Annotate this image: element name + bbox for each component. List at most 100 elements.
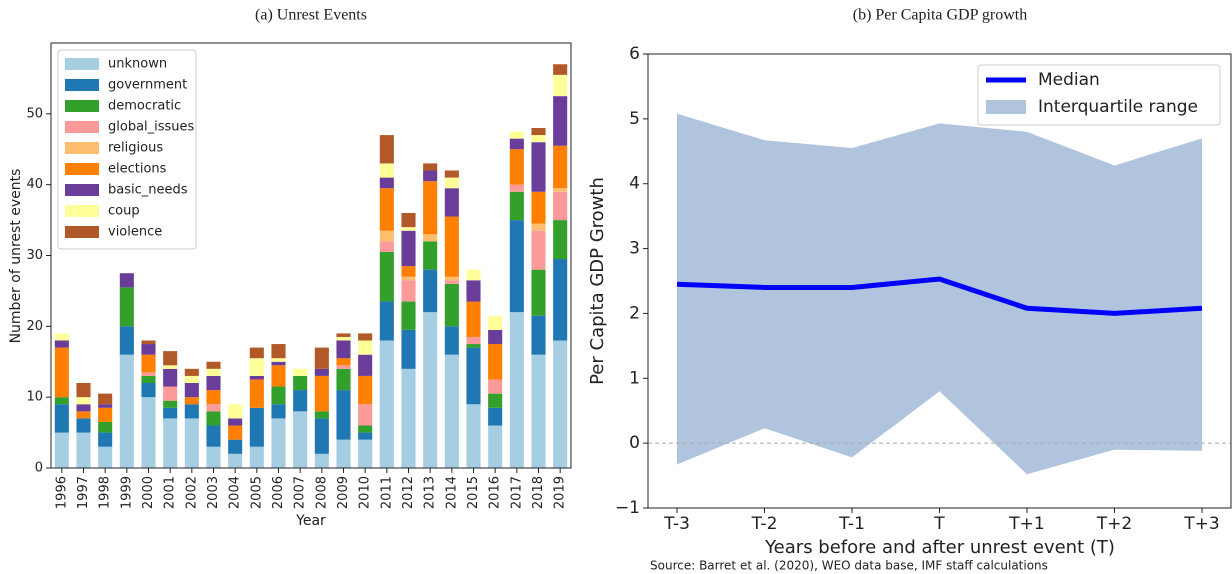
legend-label: basic_needs — [108, 183, 188, 198]
y-tick-label: 0 — [629, 433, 640, 453]
legend-swatch — [986, 100, 1026, 114]
bar-segment — [444, 188, 459, 217]
bar-segment — [336, 358, 351, 366]
bar-segment — [358, 432, 373, 440]
chart-title: (b) Per Capita GDP growth — [853, 7, 1028, 24]
bar-segment — [488, 425, 503, 468]
bar-segment — [401, 368, 416, 468]
bar-segment — [531, 230, 546, 270]
bar-segment — [119, 287, 134, 327]
bar-segment — [444, 354, 459, 468]
legend-swatch — [65, 79, 99, 91]
bar-segment — [249, 446, 264, 468]
x-tick-label: T+1 — [1008, 514, 1044, 534]
bar-segment — [466, 344, 481, 348]
bar-segment — [401, 230, 416, 267]
bar-segment — [271, 361, 286, 366]
y-tick-label: 10 — [26, 390, 43, 405]
x-tick-label: 2015 — [466, 476, 481, 509]
bar-segment — [379, 241, 394, 252]
legend-label: Interquartile range — [1038, 97, 1198, 117]
x-tick-label: 2012 — [401, 476, 416, 509]
y-tick-label: 5 — [629, 109, 640, 129]
bar-segment — [314, 375, 329, 412]
legend-swatch — [65, 205, 99, 217]
bar-segment — [98, 432, 113, 447]
bar-segment — [336, 336, 351, 341]
bar-segment — [293, 411, 308, 468]
bar-segment — [358, 340, 373, 355]
bar-segment — [206, 425, 221, 447]
bar-segment — [314, 453, 329, 468]
bar-segment — [531, 135, 546, 143]
bar-segment — [98, 421, 113, 433]
x-axis-label: Year — [295, 513, 326, 529]
bar-segment — [336, 368, 351, 391]
x-tick-label: 2006 — [271, 476, 286, 509]
bar-segment — [509, 131, 524, 139]
y-axis-label: Number of unrest events — [8, 169, 24, 344]
bar-segment — [358, 333, 373, 341]
bar-segment — [509, 220, 524, 313]
legend-swatch — [65, 163, 99, 175]
bar-segment — [141, 340, 156, 345]
bar-segment — [98, 393, 113, 405]
x-tick-label: T-2 — [751, 514, 778, 534]
bar-segment — [423, 170, 438, 182]
bar-segment — [336, 439, 351, 468]
median-line — [676, 276, 1203, 316]
bar-segment — [271, 404, 286, 419]
bar-segment — [466, 404, 481, 468]
chart-title: (a) Unrest Events — [255, 7, 367, 24]
y-axis-label: Per Capita GDP Growth — [587, 177, 608, 385]
bar-segment — [466, 269, 481, 281]
legend-swatch — [65, 100, 99, 112]
y-tick-label: 50 — [26, 106, 43, 121]
bar-segment — [379, 301, 394, 341]
source-note: Source: Barret et al. (2020), WEO data b… — [650, 559, 1048, 573]
y-tick-label: 1 — [629, 368, 640, 388]
bar-segment — [54, 432, 69, 468]
bar-segment — [184, 368, 199, 376]
x-tick-label: 2010 — [358, 476, 373, 509]
bar-segment — [54, 397, 69, 405]
bar-segment — [141, 372, 156, 376]
bar-segment — [206, 375, 221, 391]
bar-segment — [336, 340, 351, 359]
bar-segment — [271, 365, 286, 387]
bar-segment — [184, 397, 199, 405]
iqr-band — [677, 113, 1202, 475]
bar-segment — [206, 411, 221, 426]
bar-segment — [314, 368, 329, 376]
y-tick-label: 4 — [629, 174, 640, 194]
bar-segment — [228, 425, 243, 440]
bar-segment — [119, 354, 134, 468]
y-tick-label: 20 — [26, 319, 43, 334]
bar-segment — [423, 181, 438, 235]
legend-label: global_issues — [108, 120, 195, 135]
bar-segment — [76, 397, 91, 405]
bar-segment — [54, 404, 69, 433]
legend-label: elections — [108, 162, 167, 177]
legend-label: government — [108, 78, 187, 93]
legend-swatch — [65, 121, 99, 133]
bar-segment — [293, 375, 308, 391]
bar-segment — [553, 74, 568, 97]
x-tick-label: 2005 — [249, 476, 264, 509]
x-tick-label: 2000 — [141, 476, 156, 509]
bar-segment — [119, 326, 134, 355]
bar-segment — [228, 418, 243, 426]
bar-segment — [54, 333, 69, 341]
x-tick-label: 2003 — [206, 476, 221, 509]
bar-segment — [184, 404, 199, 419]
x-tick-label: 2007 — [293, 476, 308, 509]
bar-segment — [553, 220, 568, 260]
x-axis-label: Years before and after unrest event (T) — [764, 537, 1115, 558]
bar-segment — [488, 315, 503, 330]
x-tick-label: 2017 — [509, 476, 524, 509]
y-tick-label: 3 — [629, 239, 640, 259]
bar-segment — [531, 128, 546, 136]
x-tick-label: 2001 — [163, 476, 178, 509]
bar-segment — [553, 340, 568, 468]
